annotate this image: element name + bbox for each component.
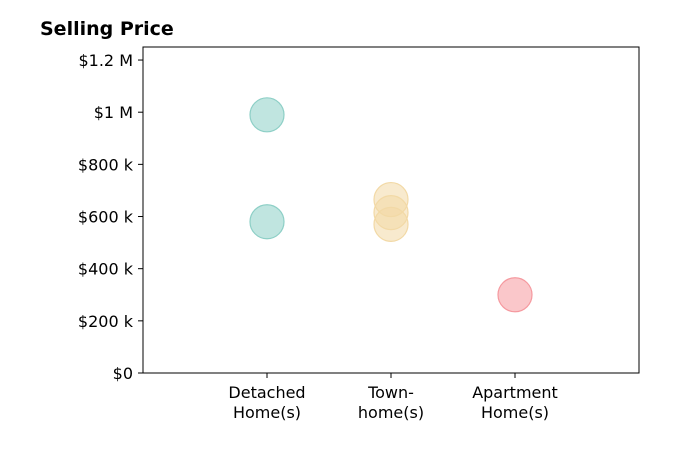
x-tick-label-2: Apartment Home(s) bbox=[472, 383, 558, 422]
y-tick-label-5: $1 M bbox=[94, 103, 133, 122]
x-tick-label-0: Detached Home(s) bbox=[228, 383, 305, 422]
chart-title: Selling Price bbox=[40, 18, 174, 40]
y-tick-label-4: $800 k bbox=[78, 155, 134, 174]
data-point-1-2 bbox=[373, 206, 409, 242]
y-tick-label-3: $600 k bbox=[78, 208, 134, 227]
y-tick-label-1: $200 k bbox=[78, 312, 134, 331]
y-tick-label-2: $400 k bbox=[78, 260, 134, 279]
data-point-0-1 bbox=[249, 204, 285, 240]
y-tick-label-6: $1.2 M bbox=[78, 51, 133, 70]
x-tick-label-1: Town-home(s) bbox=[358, 383, 424, 422]
y-tick-label-0: $0 bbox=[113, 364, 133, 383]
data-point-0-0 bbox=[249, 97, 285, 133]
plot-area: $0 $200 k $400 k $600 k $800 k $1 M $1.2 M Deta… bbox=[78, 46, 640, 422]
data-point-2-0 bbox=[497, 277, 533, 313]
